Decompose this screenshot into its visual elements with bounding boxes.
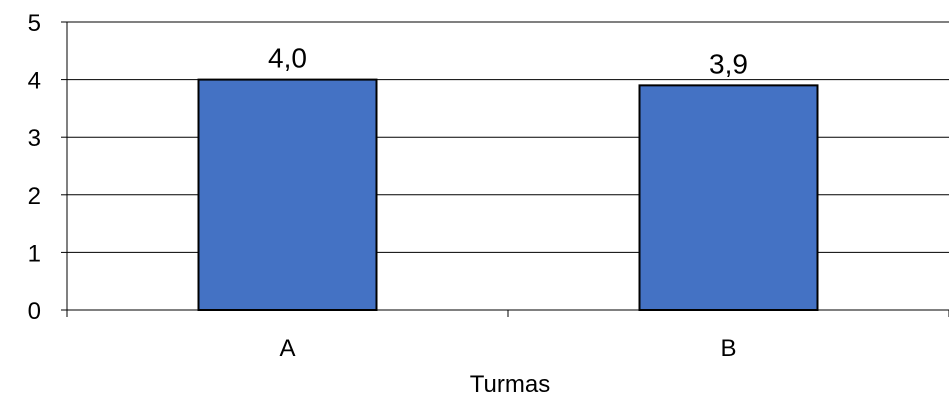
bars xyxy=(197,78,819,311)
labels: 0 1 2 3 4 5 4,0 A 3,9 B xyxy=(28,10,748,362)
data-label-a: 4,0 xyxy=(268,43,307,74)
x-tick-label-b: B xyxy=(720,335,736,362)
axes xyxy=(61,21,949,317)
x-axis-title: Turmas xyxy=(470,371,550,398)
y-tick-label: 2 xyxy=(28,183,41,210)
bar-a xyxy=(197,78,378,311)
data-label-b: 3,9 xyxy=(709,48,748,79)
y-tick-label: 1 xyxy=(28,240,41,267)
bar-b xyxy=(638,84,819,311)
y-tick-label: 3 xyxy=(28,125,41,152)
y-tick-label: 5 xyxy=(28,10,41,37)
y-tick-label: 4 xyxy=(28,68,41,95)
y-tick-label: 0 xyxy=(28,298,41,325)
x-tick-label-a: A xyxy=(279,335,295,362)
